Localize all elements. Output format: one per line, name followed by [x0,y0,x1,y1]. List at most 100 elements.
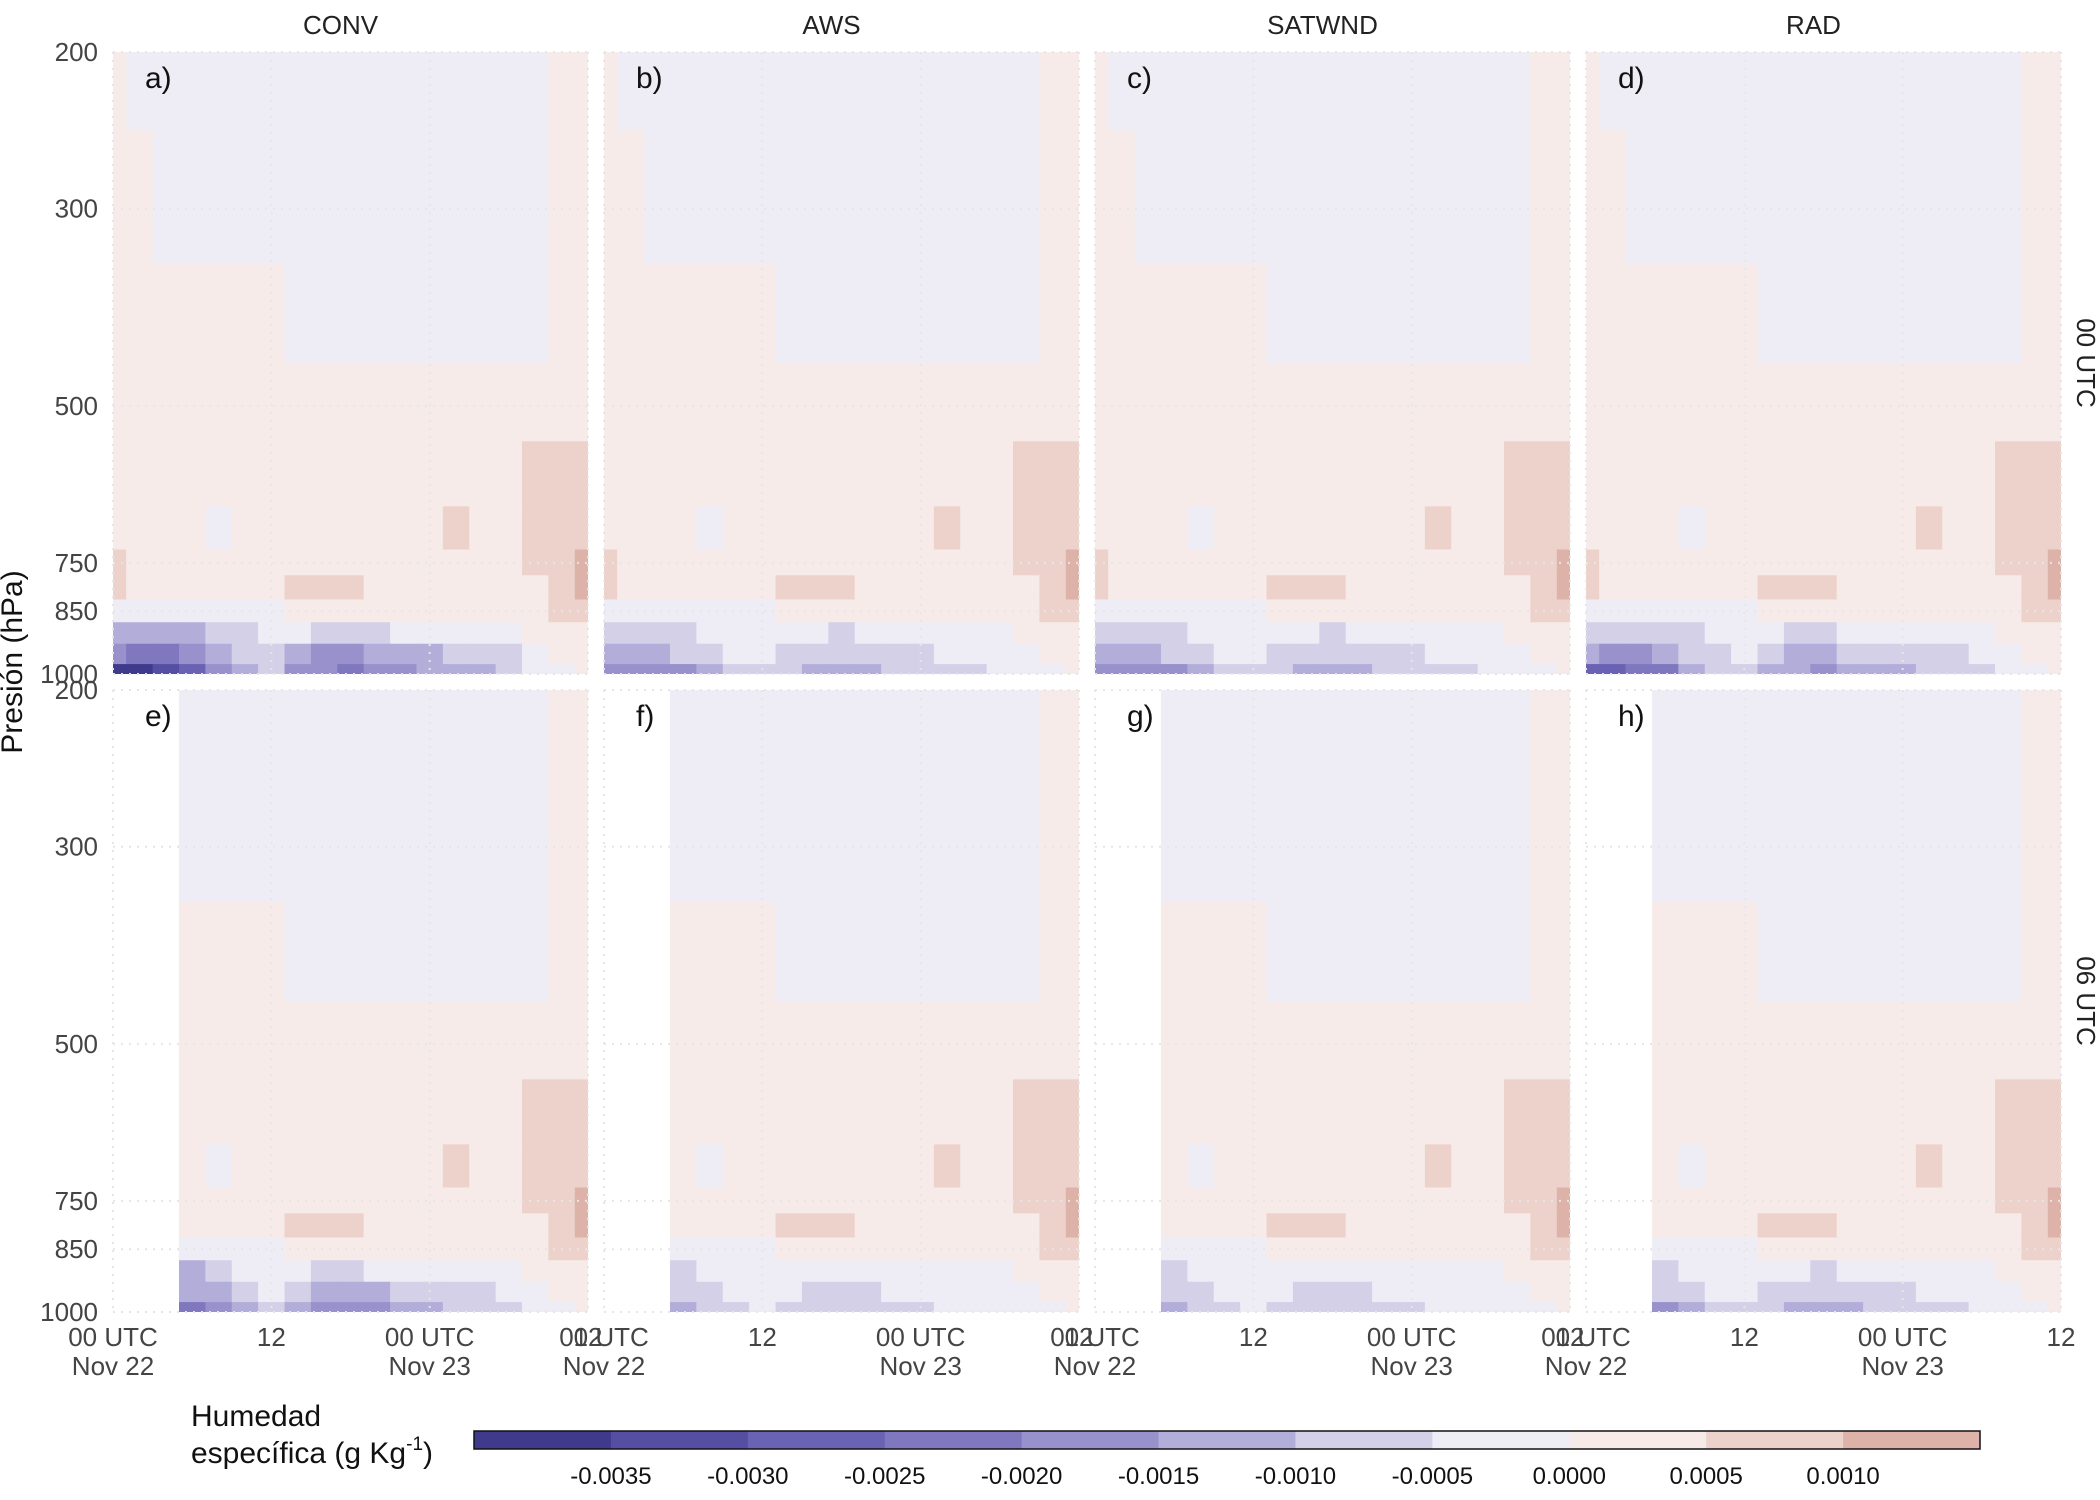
legend-tick-label: 0.0000 [1533,1463,1606,1490]
y-tick-label: 500 [55,1029,98,1059]
field-cell [1372,643,1400,665]
field-cell [1678,52,1706,131]
row-strip-label: 06 UTC [2071,956,2100,1046]
field-cell [986,52,1014,131]
x-tick-label: 12 [1556,1322,1585,1352]
field-cell [986,441,1014,507]
field-cell [1995,643,2023,665]
field-cell [495,664,523,674]
field-cell [986,622,1014,645]
field-cell [1319,1260,1347,1283]
field-cell [1863,1079,1891,1145]
legend-swatch [474,1431,612,1449]
field-cell [1836,902,1864,1002]
field-cell [1530,506,1558,551]
field-cell [1451,622,1479,645]
field-cell [231,902,259,1002]
field-cell [574,1302,588,1312]
field-cell [522,1144,550,1189]
field-cell [933,52,961,131]
field-cell [881,1237,909,1261]
field-cell [722,549,750,576]
field-cell [1651,363,1679,442]
field-cell [1915,264,1943,364]
field-cell [574,1001,588,1080]
field-cell [1704,1281,1732,1303]
field-cell [178,1302,206,1312]
field-cell [1757,622,1785,645]
field-cell [801,575,829,601]
field-cell [696,506,724,551]
field-cell [337,1001,365,1080]
field-cell [1968,1260,1996,1283]
field-cell [574,1187,588,1214]
field-cell [1266,575,1294,601]
field-cell [495,1001,523,1080]
field-cell [258,1001,286,1080]
field-cell [1889,1187,1917,1214]
field-cell [1968,1281,1996,1303]
field-cell [933,575,961,601]
panel-d: d) [1585,51,2062,675]
field-cell [669,1302,697,1312]
field-cell [828,1079,856,1145]
field-cell [986,902,1014,1002]
field-cell [178,643,206,665]
field-cell [178,130,206,265]
field-cell [1863,575,1891,601]
field-cell [617,664,645,674]
field-cell [1757,363,1785,442]
field-cell [522,264,550,364]
field-cell [442,1302,470,1312]
field-cell [1372,130,1400,265]
field-cell [363,1213,391,1239]
field-cell [548,506,576,551]
field-cell [933,130,961,265]
field-cell [363,902,391,1002]
field-cell [1108,622,1136,645]
field-cell [722,1187,750,1214]
field-cell [1477,130,1505,265]
field-cell [1810,130,1838,265]
field-cell [1530,664,1558,674]
field-cell [1013,575,1041,601]
field-cell [828,643,856,665]
field-cell [2047,1281,2061,1303]
field-cell [1863,1144,1891,1189]
field-cell [749,1001,777,1080]
panel-g: g) [1094,689,1571,1313]
field-cell [469,622,497,645]
field-cell [2047,599,2061,623]
field-cell [2021,690,2049,769]
field-cell [1704,549,1732,576]
field-cell [1292,599,1320,623]
field-cell [1240,1079,1268,1145]
field-cell [126,622,154,645]
field-cell [178,902,206,1002]
field-cell [828,690,856,769]
field-cell [1625,363,1653,442]
field-cell [1398,1001,1426,1080]
field-cell [1039,902,1067,1002]
field-cell [205,264,233,364]
x-tick-label-date: Nov 23 [388,1351,470,1381]
field-cell [548,664,576,674]
field-cell [1477,768,1505,903]
field-cell [1039,1302,1067,1312]
field-cell [604,506,618,551]
field-cell [1319,768,1347,903]
field-cell [1530,1213,1558,1239]
field-cell [310,1237,338,1261]
field-cell [1504,1213,1532,1239]
field-cell [337,130,365,265]
field-cell [1160,1144,1188,1189]
field-cell [1836,441,1864,507]
field-cell [337,1144,365,1189]
field-cell [854,1144,882,1189]
field-cell [643,441,671,507]
field-cell [258,599,286,623]
field-cell [231,549,259,576]
field-cell [828,441,856,507]
field-cell [801,1302,829,1312]
field-cell [178,690,206,769]
